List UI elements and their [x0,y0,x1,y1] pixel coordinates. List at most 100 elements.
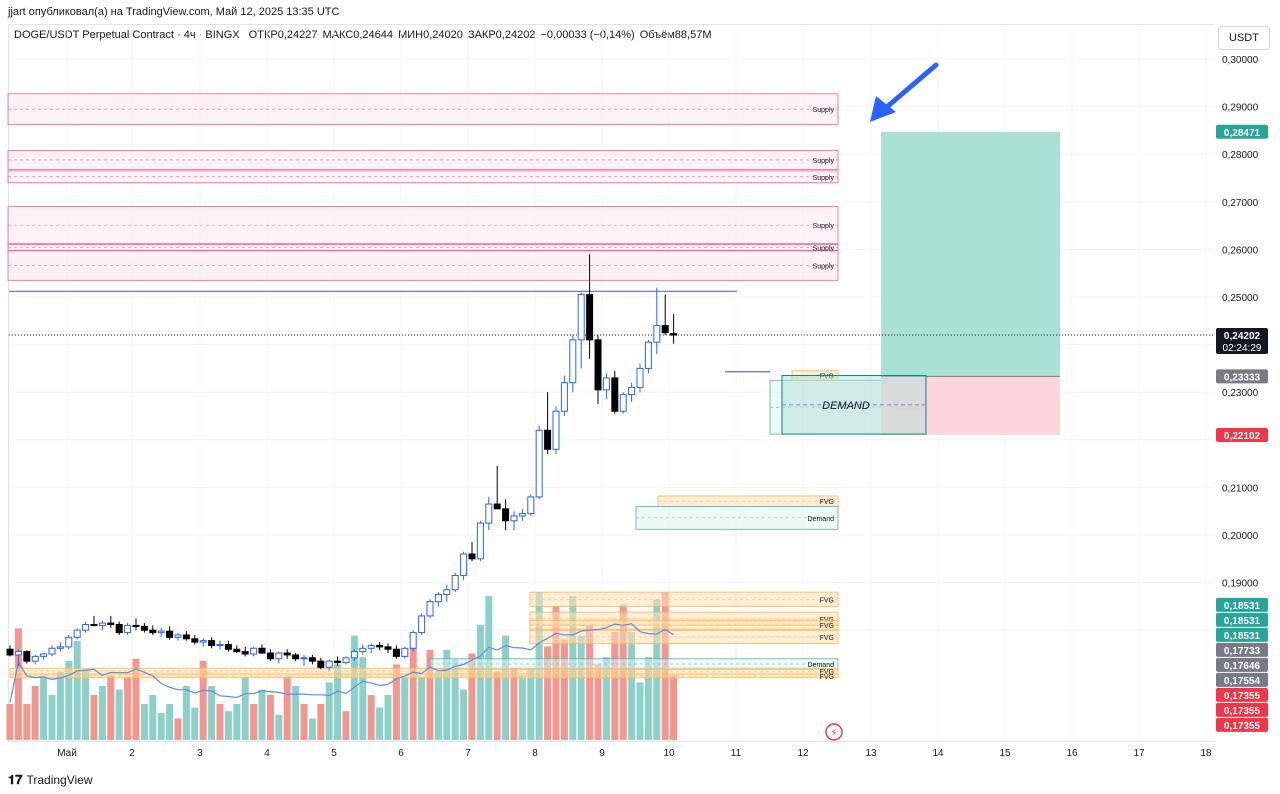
candle-body [518,513,526,517]
volume-bar [611,632,619,740]
volume-bar [468,653,476,740]
candle-body [468,553,476,560]
x-tick-label: Май [57,748,77,759]
volume-bar [6,704,14,740]
candle-body [367,644,375,649]
x-tick-label: 10 [663,748,675,759]
volume-bar [594,664,602,740]
candle-body [535,429,543,498]
y-tick-label: 0,28000 [1222,150,1259,161]
symbol-legend: DOGE/USDT Perpetual Contract · 4ч · BING… [14,29,714,41]
candle-body [451,574,459,591]
candle-body [619,394,627,412]
candle-body [334,660,342,664]
candle-body [300,657,308,660]
volume-bar [182,686,190,740]
candle-body [342,657,350,664]
x-tick-label: 4 [264,748,270,759]
candle-body [602,377,610,391]
volume-bar [334,664,342,740]
volume-bar [73,641,81,740]
volume-bar [359,657,367,740]
volume-bar [308,718,316,740]
candle-body [224,643,232,650]
volume-bar [31,686,39,740]
volume-bar [233,704,241,740]
candle-body [48,647,56,655]
tradingview-footer[interactable]: 𝟏𝟕 TradingView [8,772,93,788]
price-badge-text: 0,18531 [1224,601,1261,612]
price-badge [1216,124,1268,139]
price-badge-text: 0,17646 [1224,661,1261,672]
zone-label: Supply [813,175,835,182]
volume-bar [317,704,325,740]
legend-close: ЗАКР0,24202 [467,29,536,41]
volume-bar [283,677,291,740]
x-tick-label: 17 [1133,748,1145,759]
candle-body [23,651,31,662]
zone-label: FVG [820,617,834,624]
candle-body [216,643,224,646]
candle-body [107,622,115,625]
candle-body [560,382,568,412]
currency-button[interactable]: USDT [1218,26,1270,50]
zone-label: FVG [820,597,834,604]
candle-body [166,630,174,638]
candle-body [611,377,619,412]
candle-body [199,640,207,643]
candle-body [350,651,358,659]
x-tick-label: 2 [129,748,135,759]
candle-body [317,660,325,668]
x-tick-label: 13 [865,748,877,759]
x-tick-label: 12 [797,748,809,759]
candle-body [308,657,316,662]
candle-body [157,630,165,634]
x-tick-label: 15 [999,748,1011,759]
zone-fvg [529,591,839,607]
volume-bar [250,704,258,740]
candle-body [283,652,291,656]
volume-bar [644,657,652,740]
volume-bar [325,682,333,740]
candle-body [31,655,39,662]
candle-body [191,638,199,643]
annotation-arrowhead-icon [870,96,896,122]
candle-body [434,594,442,603]
price-badge [1216,627,1268,642]
published-caption: jjart опубликовал(а) на TradingView.com,… [8,6,340,18]
price-badge-countdown: 02:24:29 [1223,343,1262,354]
candle-body [140,625,148,631]
volume-bar [149,695,157,740]
volume-bar [40,677,48,740]
candle-body [418,615,426,634]
candle-body [644,341,652,369]
y-tick-label: 0,21000 [1222,483,1259,494]
chart-frame [8,24,1214,742]
y-tick-label: 0,23000 [1222,388,1259,399]
legend-high: МАКС0,24644 [322,29,394,41]
volume-bar [527,668,535,740]
candle-body [149,629,157,634]
candle-body [115,623,123,634]
candle-body [90,623,98,626]
x-tick-label: 8 [532,748,538,759]
price-badge [1216,657,1268,672]
candle-body [544,429,552,450]
candle-body [392,648,400,657]
price-badge-text: 0,24202 [1224,331,1261,342]
zone-label: Supply [813,158,835,165]
candle-body [401,647,409,657]
y-tick-label: 0,25000 [1222,293,1259,304]
volume-bar [174,718,182,740]
candle-body [586,294,594,341]
legend-symbol[interactable]: DOGE/USDT Perpetual Contract · 4ч · BING… [14,29,240,41]
candle-body [426,601,434,617]
volume-bar [510,668,518,740]
volume-bar [258,689,266,740]
candle-body [376,644,384,648]
price-badge [1216,717,1268,732]
candle-body [56,646,64,649]
volume-bar [409,646,417,740]
candle-body [384,646,392,650]
